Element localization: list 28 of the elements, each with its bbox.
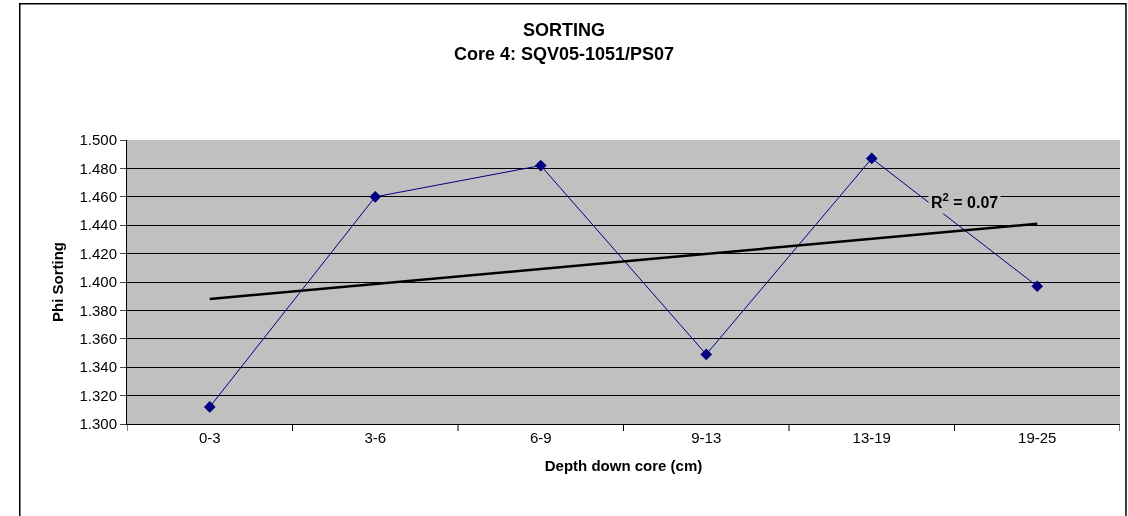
y-tick-label: 1.460: [79, 188, 117, 206]
point: [534, 159, 547, 172]
y-tick-label: 1.500: [79, 131, 117, 149]
point: [1031, 280, 1044, 293]
point: [369, 190, 382, 203]
chart-subtitle: Core 4: SQV05-1051/PS07: [453, 43, 675, 64]
point: [700, 348, 713, 361]
chart-title: SORTING: [522, 20, 606, 41]
x-tick-label: 13-19: [852, 429, 891, 446]
x-tick-label: 9-13: [691, 429, 722, 446]
x-tick-label: 3-6: [364, 429, 387, 446]
x-tick-label: 0-3: [198, 429, 221, 446]
x-axis-title: Depth down core (cm): [544, 457, 703, 474]
y-tick-label: 1.340: [79, 358, 117, 376]
y-tick-label: 1.360: [79, 330, 117, 348]
y-tick-label: 1.320: [79, 386, 117, 404]
x-tick-label: 19-25: [1018, 429, 1057, 446]
annotation: R$^{2}$ = 0.07: [931, 191, 999, 211]
point: [865, 152, 878, 165]
y-tick-label: 1.400: [79, 273, 117, 291]
point: [203, 401, 216, 413]
y-tick-label: 1.380: [79, 301, 117, 319]
y-tick-label: 1.420: [79, 244, 117, 262]
y-tick-label: 1.300: [79, 415, 117, 433]
y-tick-label: 1.440: [79, 216, 117, 234]
y-axis-title: Phi Sorting: [48, 242, 66, 322]
y-tick-label: 1.480: [79, 159, 117, 177]
x-tick-label: 6-9: [529, 429, 552, 446]
